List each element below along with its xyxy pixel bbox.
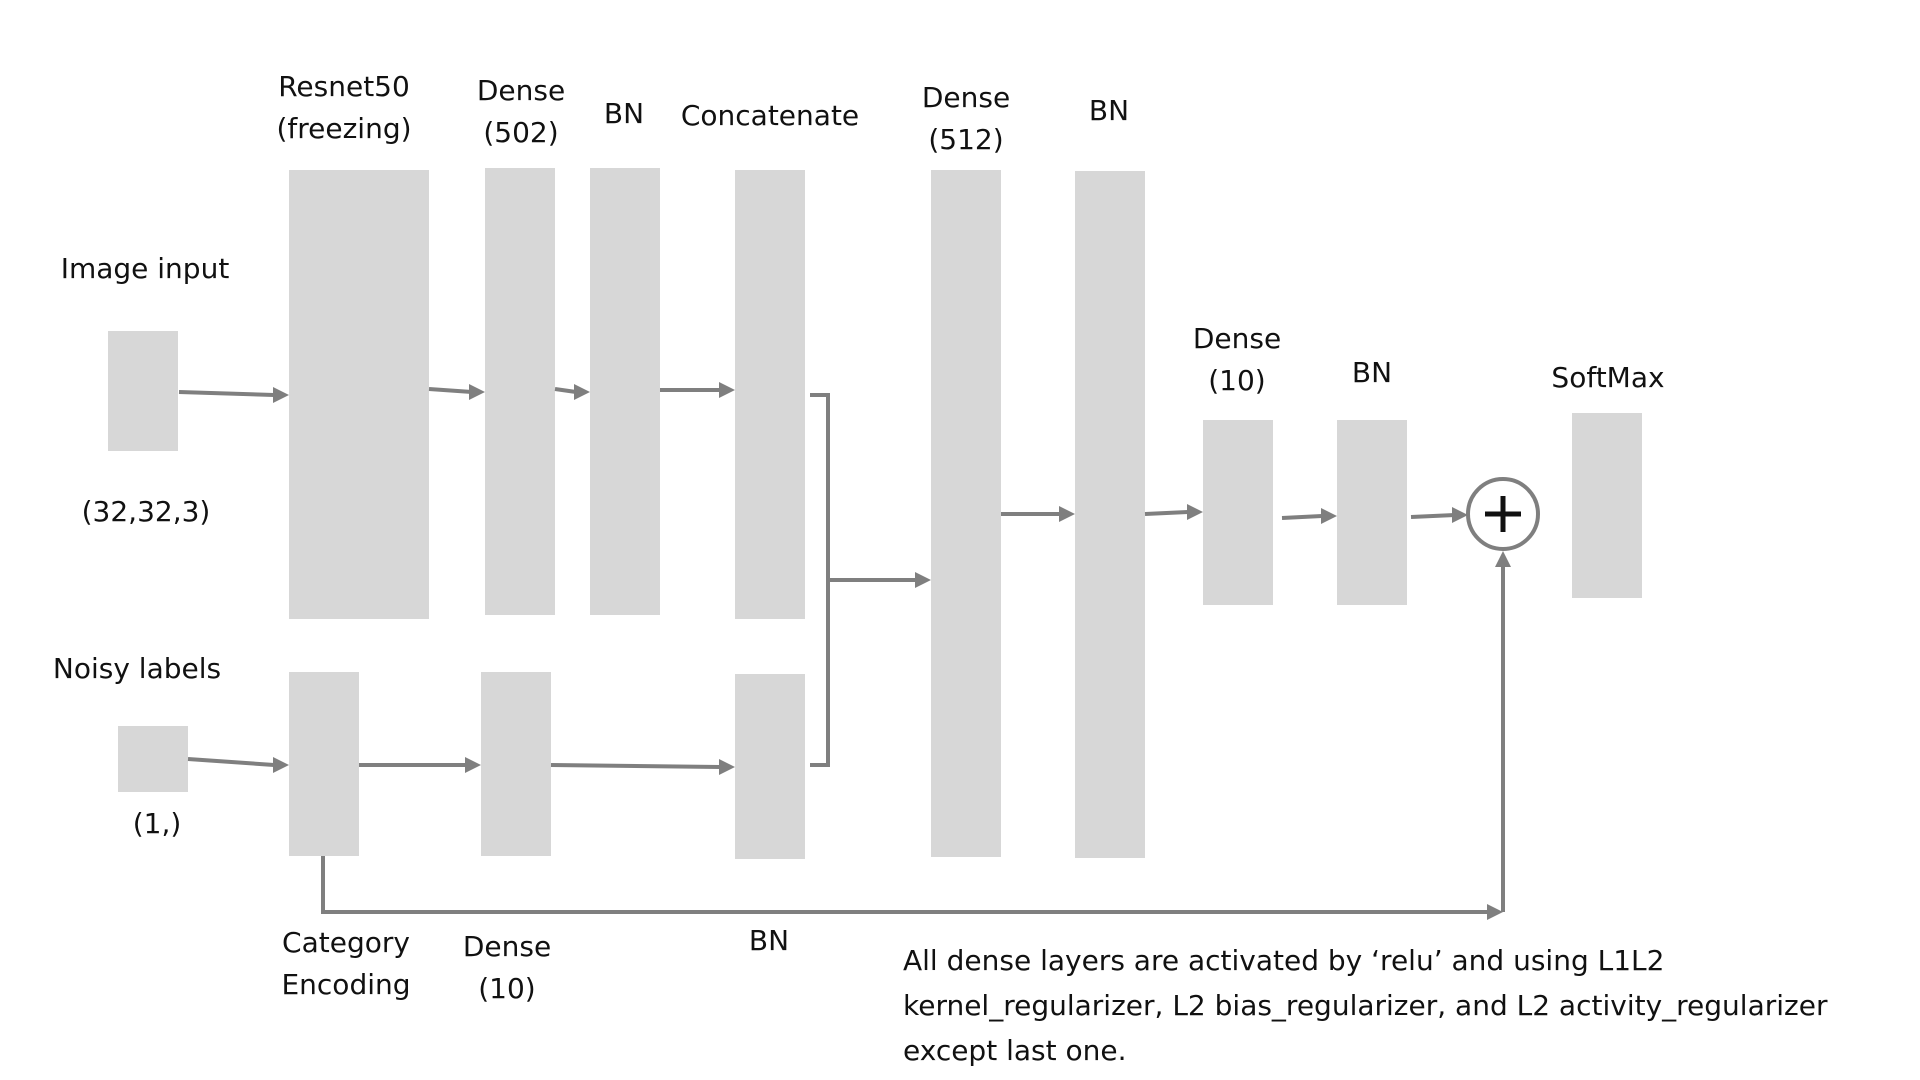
add-node <box>1466 477 1540 551</box>
bn-label-branch-label-text: BN <box>748 924 790 957</box>
bn-head-label: BN <box>1352 352 1392 394</box>
connections <box>178 387 1505 914</box>
arrowhead-sum <box>1452 507 1468 523</box>
bn-label-branch-label: BN <box>749 920 789 962</box>
dense-512-label-line-1: Dense <box>921 81 1011 114</box>
softmax-label: SoftMax <box>1551 357 1664 399</box>
concat-bracket <box>810 393 830 767</box>
dense-502-block <box>485 168 555 615</box>
resnet50-label-line-1: Resnet50 <box>278 70 410 103</box>
bn-image-block <box>590 168 660 615</box>
arrowhead-bn-image <box>574 384 590 400</box>
arrowheads <box>273 382 1511 920</box>
regularizer-note: All dense layers are activated by ‘relu’… <box>903 938 1827 1073</box>
dense-10-label-branch-label: Dense (10) <box>463 926 551 1010</box>
regularizer-note-line-1: All dense layers are activated by ‘relu’… <box>903 944 1665 977</box>
edge-resnet-to-dense <box>428 387 473 394</box>
bn-image-label: BN <box>604 93 644 135</box>
resnet50-block <box>289 170 429 619</box>
dense-502-label: Dense (502) <box>477 70 565 154</box>
concatenate-label-text: Concatenate <box>680 99 860 132</box>
softmax-label-text: SoftMax <box>1551 361 1665 394</box>
bn-merge-label-text: BN <box>1088 94 1130 127</box>
resnet50-label-line-2: (freezing) <box>276 112 412 145</box>
dense-502-label-line-2: (502) <box>483 116 559 149</box>
category-encoding-label-line-2: Encoding <box>281 968 411 1001</box>
edge-dense-to-bn-label <box>550 763 721 769</box>
edge-dense-10-to-bn <box>1281 514 1323 520</box>
image-input-shape-text: (32,32,3) <box>81 495 211 528</box>
dense-10-head-label-line-1: Dense <box>1192 322 1282 355</box>
resnet50-label: Resnet50 (freezing) <box>276 66 411 150</box>
dense-512-label-line-2: (512) <box>928 123 1004 156</box>
arrowhead-category-encoding <box>273 757 289 773</box>
noisy-labels-shape: (1,) <box>133 803 182 845</box>
concatenate-label-block <box>735 674 805 859</box>
edge-bn-to-dense-10 <box>1144 510 1189 516</box>
dense-512-block <box>931 170 1001 857</box>
skip-connection <box>321 856 1487 914</box>
category-encoding-label-line-1: Category <box>282 926 410 959</box>
noisy-labels-input-block <box>118 726 188 792</box>
dense-10-head-label: Dense (10) <box>1193 318 1281 402</box>
arrowhead-skip-corner <box>1487 904 1503 920</box>
edge-dense-to-bn <box>554 387 577 394</box>
noisy-labels-shape-text: (1,) <box>132 807 182 840</box>
arrowhead-concatenate-image <box>719 382 735 398</box>
arrowhead-dense-502 <box>469 384 485 400</box>
dense-10-label-branch-label-line-2: (10) <box>478 972 536 1005</box>
bn-merge-block <box>1075 171 1145 858</box>
noisy-labels-label-text: Noisy labels <box>52 652 222 685</box>
arrowhead-dense-10-head <box>1187 504 1203 520</box>
regularizer-note-line-2: kernel_regularizer, L2 bias_regularizer,… <box>903 989 1828 1022</box>
arrowhead-concatenate-label <box>719 759 735 775</box>
dense-10-label-branch-label-line-1: Dense <box>462 930 552 963</box>
arrowhead-bn-head <box>1321 508 1337 524</box>
image-input-label-text: Image input <box>60 252 230 285</box>
concatenate-label: Concatenate <box>681 95 859 137</box>
bn-merge-label: BN <box>1089 90 1129 132</box>
softmax-block <box>1572 413 1642 598</box>
noisy-labels-label: Noisy labels <box>53 648 221 690</box>
image-input-label: Image input <box>61 248 230 290</box>
arrowhead-resnet <box>273 387 289 403</box>
edge-labels-to-encoding <box>187 757 275 767</box>
arrowhead-bn-merge <box>1059 506 1075 522</box>
bn-image-label-text: BN <box>603 97 645 130</box>
bn-head-block <box>1337 420 1407 605</box>
dense-10-head-block <box>1203 420 1273 605</box>
regularizer-note-line-3: except last one. <box>903 1034 1127 1067</box>
image-input-shape: (32,32,3) <box>82 491 211 533</box>
dense-512-label: Dense (512) <box>922 77 1010 161</box>
dense-10-label-block <box>481 672 551 856</box>
category-encoding-label: Category Encoding <box>281 922 410 1006</box>
arrowhead-skip-up <box>1495 551 1511 567</box>
dense-502-label-line-1: Dense <box>476 74 566 107</box>
concatenate-image-block <box>735 170 805 619</box>
arrowhead-dense-512 <box>915 572 931 588</box>
dense-10-head-label-line-2: (10) <box>1208 364 1266 397</box>
bn-head-label-text: BN <box>1351 356 1393 389</box>
category-encoding-block <box>289 672 359 856</box>
edge-input-to-resnet <box>178 390 275 397</box>
arrowhead-dense-10-label <box>465 757 481 773</box>
image-input-block <box>108 331 178 451</box>
edge-bn-to-sum <box>1410 513 1456 519</box>
